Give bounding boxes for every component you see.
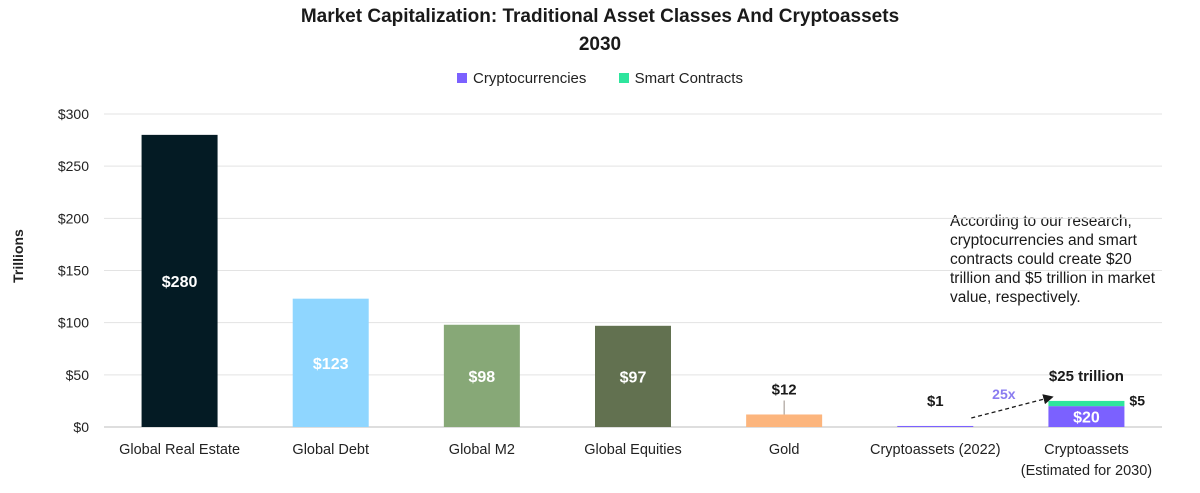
y-tick-label: $300 — [58, 106, 89, 122]
bar-segment-smart-contracts — [1048, 400, 1125, 407]
x-tick-label: Cryptoassets (2022) — [870, 442, 1001, 458]
bar-value-label: $280 — [162, 274, 198, 291]
x-tick-label: Global Real Estate — [119, 442, 240, 458]
bar-value-label: $97 — [620, 369, 647, 386]
x-tick-label: Global Debt — [292, 442, 369, 458]
y-tick-label: $200 — [58, 210, 89, 226]
legend-swatch-cryptocurrencies — [457, 73, 468, 83]
x-tick-label: Gold — [769, 442, 800, 458]
bar-segment-cryptocurrencies — [1048, 406, 1125, 427]
legend-swatch-smart-contracts — [618, 73, 629, 83]
legend-item-smart-contracts: Smart Contracts — [618, 70, 743, 87]
bar — [443, 324, 520, 427]
legend: Cryptocurrencies Smart Contracts — [0, 70, 1200, 87]
growth-multiplier-label: 25x — [992, 386, 1016, 402]
bar — [595, 325, 671, 427]
bar — [292, 298, 369, 427]
x-tick-label: Global Equities — [584, 442, 682, 458]
bar — [141, 134, 218, 427]
y-tick-label: $150 — [58, 263, 89, 279]
y-tick-label: $100 — [58, 315, 89, 331]
x-tick-label: Cryptoassets — [1044, 442, 1129, 458]
legend-label-smart-contracts: Smart Contracts — [634, 70, 743, 87]
bar-value-label: $98 — [469, 369, 496, 386]
research-annotation: According to our research, cryptocurrenc… — [950, 213, 1156, 306]
y-tick-label: $50 — [66, 367, 90, 383]
bar-value-label: $123 — [313, 356, 349, 373]
bar-value-label: $20 — [1073, 410, 1100, 427]
legend-label-cryptocurrencies: Cryptocurrencies — [473, 70, 587, 87]
x-tick-label-line2: (Estimated for 2030) — [1021, 463, 1152, 479]
bar — [897, 425, 974, 427]
y-tick-label: $250 — [58, 158, 89, 174]
chart-title: Market Capitalization: Traditional Asset… — [300, 6, 900, 27]
bar-value-label: $1 — [927, 393, 944, 410]
chart-subtitle: 2030 — [578, 34, 622, 55]
y-tick-label: $0 — [73, 419, 89, 435]
bar-value-label: $5 — [1129, 393, 1145, 409]
legend-item-cryptocurrencies: Cryptocurrencies — [457, 70, 586, 87]
stack-total-label: $25 trillion — [1049, 368, 1124, 385]
bar — [746, 414, 823, 427]
bar-value-label: $12 — [772, 381, 797, 398]
x-tick-label: Global M2 — [449, 442, 515, 458]
